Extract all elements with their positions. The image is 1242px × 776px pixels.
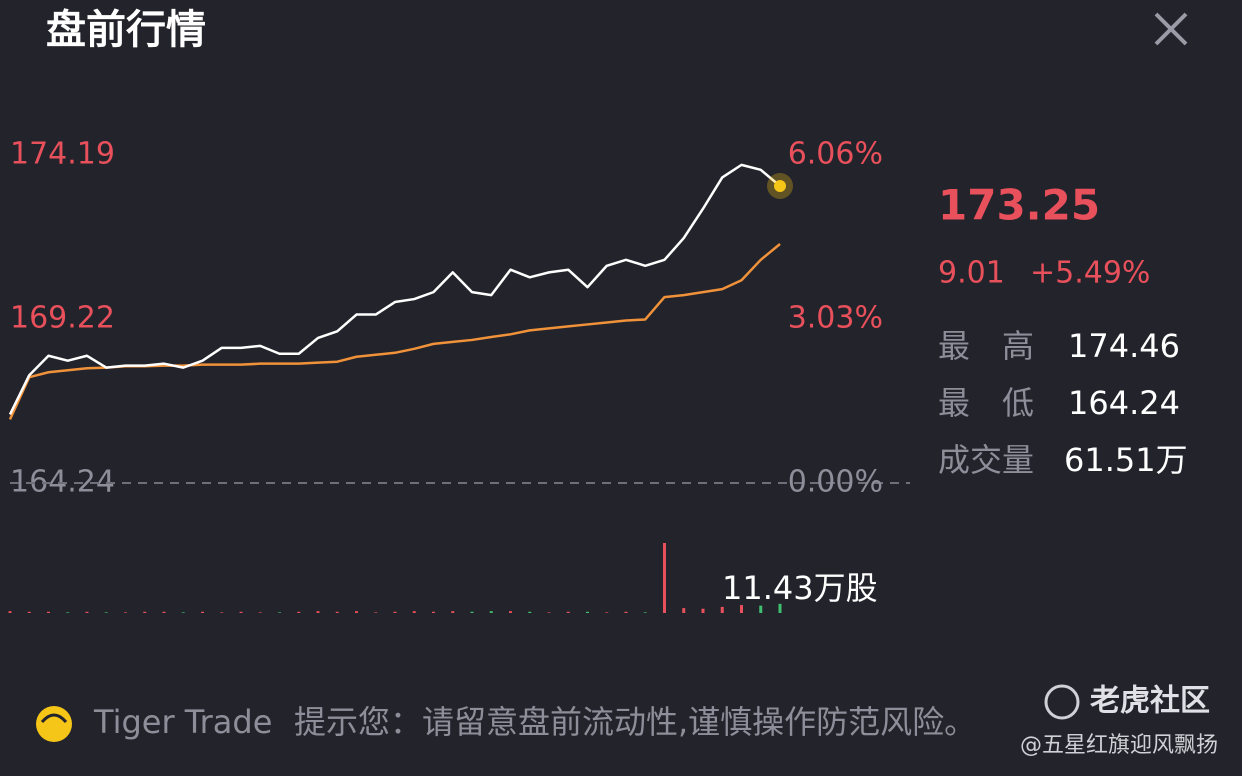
volume-bar (643, 612, 647, 613)
price-change-pct: +5.49% (1030, 256, 1150, 291)
volume-annotation: 11.43万股 (722, 569, 878, 607)
author: @五星红旗迎风飘扬 (1020, 733, 1218, 758)
volume-bar (258, 612, 262, 613)
volume-bar (297, 611, 301, 613)
stat-value: 164.24 (1068, 384, 1180, 422)
volume-bar (181, 612, 185, 613)
y2-tick-label: 3.03% (788, 301, 883, 336)
volume-bar (701, 608, 705, 613)
tiger-icon (36, 706, 72, 742)
volume-bar (586, 611, 589, 613)
volume-bar (489, 611, 493, 613)
volume-bar (66, 612, 70, 613)
stat-value: 61.51万 (1064, 441, 1188, 479)
close-button[interactable] (1154, 12, 1188, 46)
volume-bar (239, 611, 243, 613)
volume-bar (682, 608, 686, 613)
volume-bar (355, 611, 358, 613)
volume-bar (720, 606, 724, 613)
volume-bar (316, 611, 320, 613)
volume-bar (162, 611, 166, 613)
volume-bar (412, 611, 416, 613)
volume-bar (528, 611, 532, 613)
volume-bar (104, 612, 108, 613)
volume-bar (547, 612, 551, 613)
volume-bar (451, 611, 455, 613)
watermark: 老虎社区 (1090, 684, 1210, 719)
volume-bar (335, 611, 339, 613)
stat-label: 成交量 (938, 441, 1034, 479)
volume-bar (740, 605, 743, 613)
stat-value: 174.46 (1068, 327, 1180, 365)
volume-bar (624, 611, 628, 613)
y-tick-label: 174.19 (10, 137, 115, 172)
volume-bar (8, 611, 12, 613)
volume-bar (663, 543, 666, 613)
volume-bar (278, 612, 281, 613)
volume-bar (85, 611, 89, 613)
price-change: 9.01 (938, 256, 1005, 291)
notice: 提示您：请留意盘前流动性,谨慎操作防范风险。 (294, 703, 976, 741)
volume-bar (27, 611, 31, 613)
panel-title: 盘前行情 (46, 7, 206, 53)
volume-bar (201, 611, 204, 613)
volume-bar (566, 611, 570, 613)
last-price: 173.25 (938, 181, 1100, 230)
volume-bar (778, 603, 782, 613)
volume-bar (509, 611, 512, 613)
volume-bar (393, 611, 397, 613)
volume-bar (605, 612, 609, 613)
stat-label: 最 高 (938, 327, 1034, 365)
y2-tick-label: 0.00% (788, 465, 883, 500)
volume-bar (220, 612, 224, 613)
last-price-dot (774, 179, 786, 192)
watermark-icon (1044, 684, 1080, 720)
y2-tick-label: 6.06% (788, 137, 883, 172)
stat-label: 最 低 (938, 384, 1034, 422)
volume-bar (124, 612, 127, 613)
volume-bar (47, 611, 50, 613)
volume-bar (759, 605, 763, 613)
brand: Tiger Trade (93, 703, 272, 741)
volume-bar (470, 611, 474, 613)
y-tick-label: 169.22 (10, 300, 115, 335)
volume-bar (374, 612, 378, 613)
volume-bar (432, 611, 435, 613)
price-line (8, 163, 781, 415)
volume-bar (143, 611, 147, 613)
